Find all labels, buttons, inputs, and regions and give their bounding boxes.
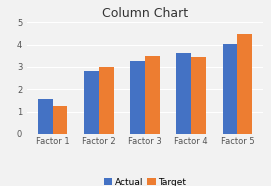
Bar [222, 44, 237, 134]
Bar [191, 57, 206, 134]
Bar [84, 71, 99, 134]
Bar [99, 67, 114, 134]
Bar [237, 34, 252, 134]
Title: Column Chart: Column Chart [102, 7, 188, 20]
Legend: Actual, Target: Actual, Target [100, 174, 190, 186]
Bar [130, 61, 145, 134]
Bar [176, 53, 191, 134]
Bar [145, 56, 160, 134]
Bar [53, 106, 67, 134]
Bar [38, 99, 53, 134]
